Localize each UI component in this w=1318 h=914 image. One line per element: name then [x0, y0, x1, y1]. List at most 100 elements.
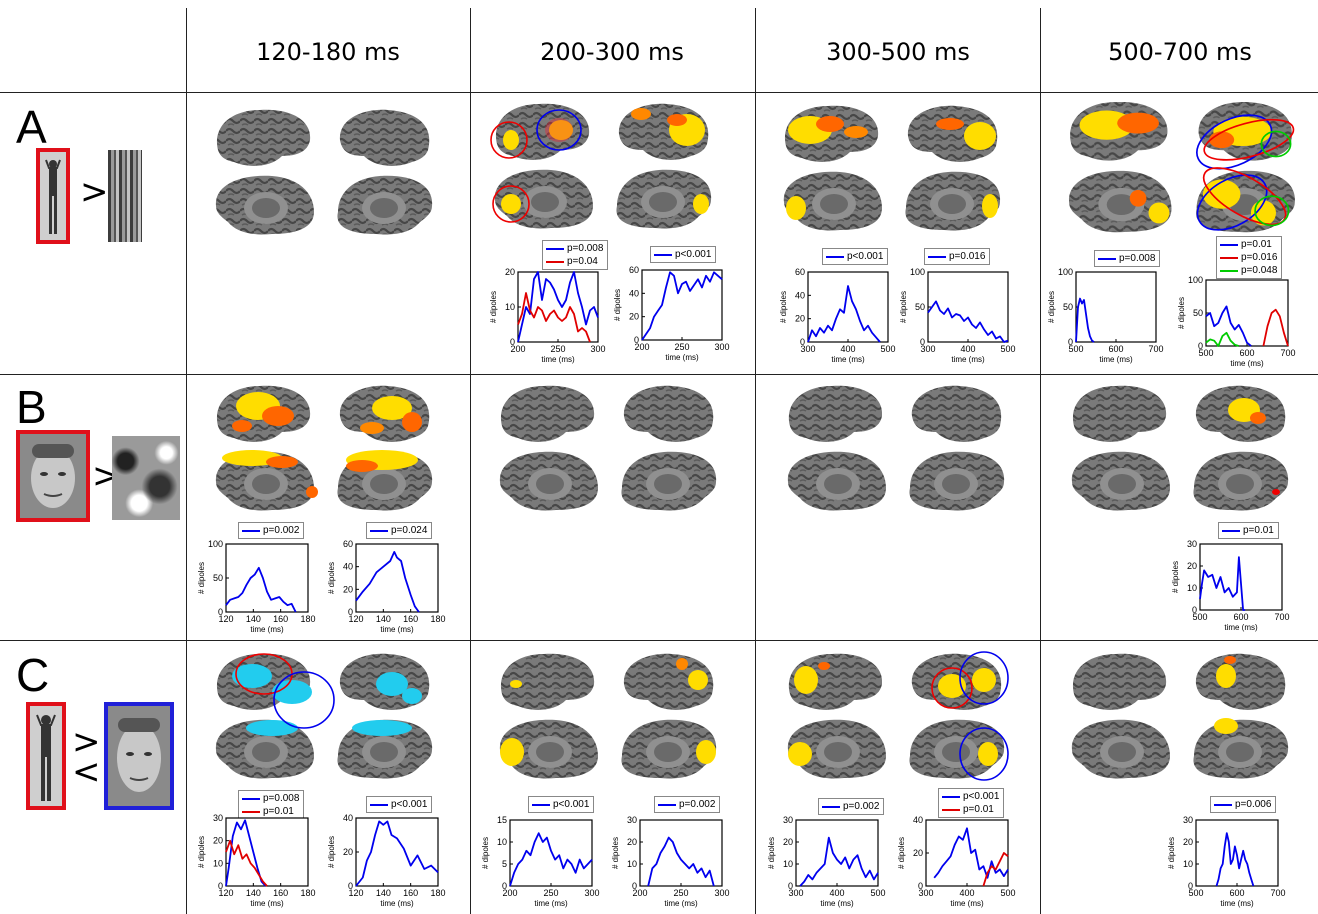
y-tick-label: 10	[1183, 859, 1193, 869]
x-axis-label: time (ms)	[665, 353, 699, 362]
x-axis-label: time (ms)	[951, 355, 985, 364]
legend-label: p<0.001	[963, 791, 1000, 802]
legend: p=0.008 p=0.04	[542, 240, 609, 270]
legend-label: p=0.01	[263, 806, 294, 817]
series-line	[1262, 308, 1289, 347]
x-tick-label: 500	[880, 344, 895, 354]
y-axis-label: # dipoles	[613, 289, 622, 321]
mini-chart: 0 10 20 30 300 400 500 time (ms) # dipoles	[767, 815, 886, 908]
legend-swatch	[242, 529, 260, 532]
brain-map-b-120-180	[215, 385, 433, 511]
y-tick-label: 20	[783, 837, 793, 847]
mini-chart: 0 20 40 60 120 140 160 180 time (ms) # dipoles	[327, 539, 446, 634]
x-axis-label: time (ms)	[250, 625, 284, 634]
legend-swatch	[928, 255, 946, 258]
legend: p<0.001 p=0.01	[938, 788, 1005, 818]
mini-chart: 0 10 20 30 500 600 700 time (ms) # dipoles	[1171, 539, 1290, 632]
legend-swatch	[822, 805, 840, 808]
x-tick-label: 200	[632, 888, 647, 898]
series-line	[799, 836, 879, 887]
y-tick-label: 0	[1198, 341, 1203, 351]
y-tick-label: 30	[1187, 539, 1197, 549]
person-silhouette-icon	[30, 706, 62, 806]
x-tick-label: 120	[218, 888, 233, 898]
x-tick-label: 140	[376, 888, 391, 898]
legend-swatch	[242, 797, 260, 800]
y-axis-label: # dipoles	[1047, 291, 1056, 323]
plot-frame	[355, 543, 439, 613]
y-tick-label: 20	[913, 848, 923, 858]
y-tick-label: 0	[502, 881, 507, 891]
series-line	[1205, 305, 1252, 347]
y-tick-label: 20	[795, 314, 805, 324]
x-tick-label: 180	[300, 614, 315, 624]
legend-label: p=0.04	[567, 256, 598, 267]
series-line	[933, 827, 1009, 879]
mini-chart: 0 50 100 500 600 700 time (ms) # dipoles	[1047, 267, 1164, 364]
x-tick-label: 700	[1280, 348, 1295, 358]
legend: p<0.001	[528, 796, 595, 813]
x-tick-label: 500	[1188, 888, 1203, 898]
x-tick-label: 500	[1192, 612, 1207, 622]
x-tick-label: 500	[1000, 888, 1015, 898]
series-line	[1215, 832, 1255, 887]
y-tick-label: 10	[213, 858, 223, 868]
legend-swatch	[546, 260, 564, 263]
legend-swatch	[658, 803, 676, 806]
plot-frame	[225, 543, 309, 613]
legend-label: p=0.016	[949, 251, 986, 262]
row-divider	[0, 374, 1318, 375]
y-tick-label: 30	[783, 815, 793, 825]
y-tick-label: 10	[627, 859, 637, 869]
y-tick-label: 10	[783, 859, 793, 869]
mini-chart: 0 20 40 120 140 160 180 time (ms) # dipoles	[327, 813, 446, 908]
face-photo	[104, 702, 174, 810]
x-tick-label: 300	[590, 344, 605, 354]
brain-map-b-300-500	[787, 385, 1005, 511]
x-tick-label: 180	[430, 614, 445, 624]
legend-swatch	[1220, 243, 1238, 246]
y-tick-label: 40	[913, 815, 923, 825]
y-tick-label: 40	[343, 562, 353, 572]
y-tick-label: 0	[788, 881, 793, 891]
scrambled-body-image	[108, 150, 142, 242]
column-divider	[470, 8, 471, 914]
y-axis-label: # dipoles	[197, 836, 206, 868]
x-tick-label: 160	[403, 614, 418, 624]
x-axis-label: time (ms)	[250, 899, 284, 908]
x-tick-label: 400	[960, 344, 975, 354]
x-axis-label: time (ms)	[1224, 623, 1258, 632]
x-tick-label: 250	[550, 344, 565, 354]
x-tick-label: 200	[502, 888, 517, 898]
y-tick-label: 40	[343, 813, 353, 823]
series-line	[927, 300, 1009, 343]
brain-map-a-500-700	[1068, 101, 1295, 233]
row-label-b: B	[16, 381, 47, 433]
legend-label: p<0.001	[675, 249, 712, 260]
legend-swatch	[1220, 256, 1238, 259]
legend: p<0.001	[650, 246, 717, 263]
y-tick-label: 0	[1188, 881, 1193, 891]
y-tick-label: 60	[343, 539, 353, 549]
y-axis-label: # dipoles	[611, 837, 620, 869]
series-line	[509, 832, 593, 887]
brain-map-c-200-300	[499, 653, 717, 779]
x-axis-label: time (ms)	[664, 899, 698, 908]
mini-chart: 0 10 20 200 250 300 time (ms) # dipoles	[489, 267, 606, 364]
y-tick-label: 10	[1187, 583, 1197, 593]
legend-swatch	[826, 255, 844, 258]
x-tick-label: 200	[510, 344, 525, 354]
legend: p=0.008	[1094, 250, 1161, 267]
x-tick-label: 500	[1198, 348, 1213, 358]
column-divider	[755, 8, 756, 914]
y-tick-label: 0	[918, 881, 923, 891]
row-label-a: A	[16, 101, 47, 153]
person-silhouette-icon	[40, 152, 66, 240]
y-tick-label: 30	[213, 813, 223, 823]
face-photo	[16, 430, 90, 522]
y-tick-label: 0	[632, 881, 637, 891]
series-line	[355, 550, 420, 613]
y-axis-label: # dipoles	[1171, 561, 1180, 593]
legend-swatch	[370, 529, 388, 532]
x-axis-label: time (ms)	[1230, 359, 1264, 368]
